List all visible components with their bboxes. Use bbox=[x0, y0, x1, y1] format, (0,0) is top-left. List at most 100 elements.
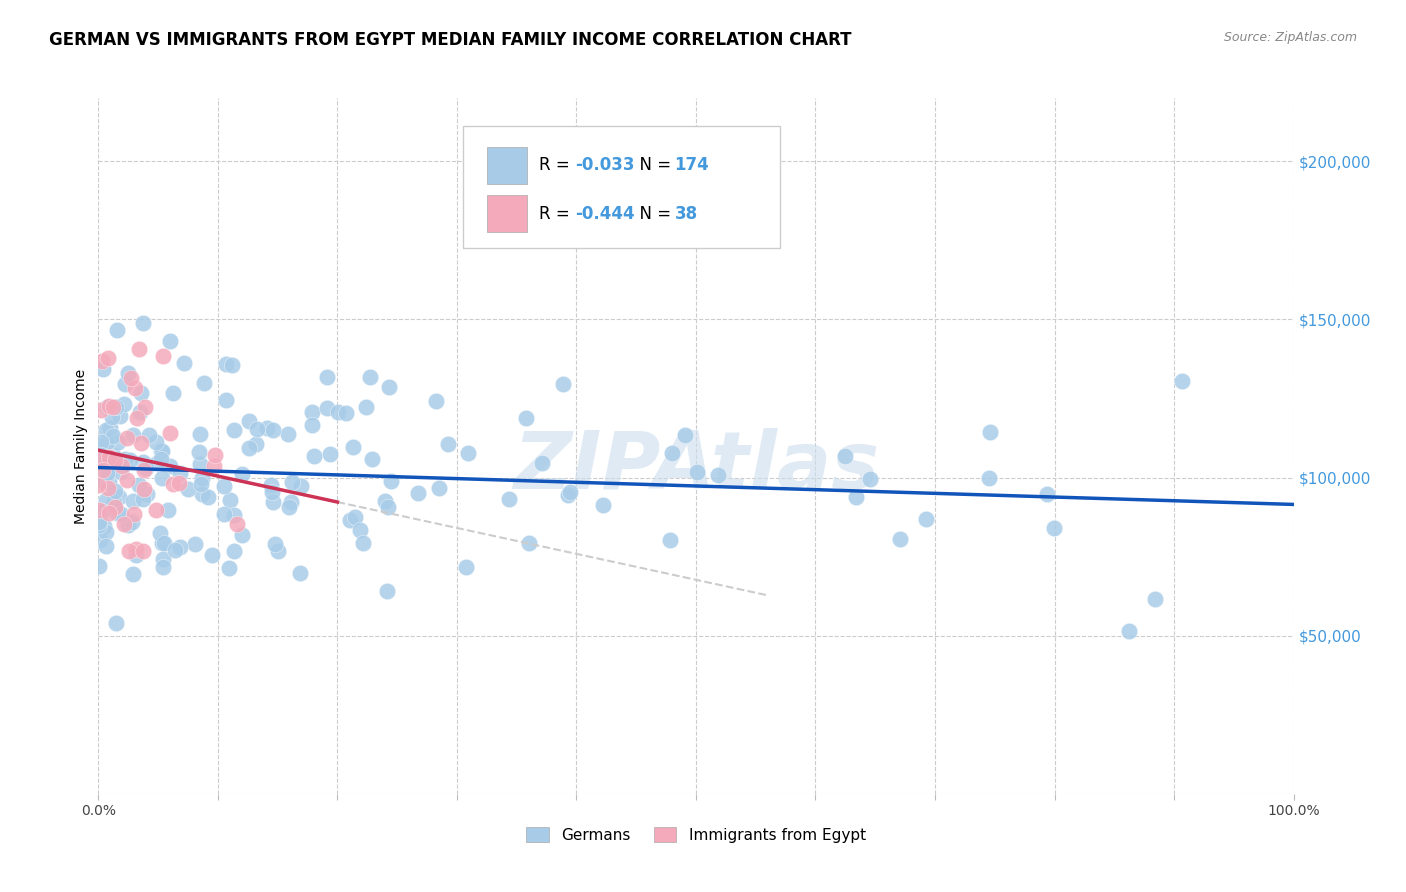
Point bbox=[101, 409, 124, 424]
Point bbox=[377, 500, 399, 515]
Point bbox=[97, 475, 120, 490]
Point bbox=[112, 396, 135, 410]
Point bbox=[225, 517, 247, 532]
Point bbox=[104, 483, 127, 498]
Point bbox=[202, 458, 225, 473]
Text: R =: R = bbox=[540, 205, 575, 223]
Point bbox=[132, 544, 155, 558]
Point bbox=[96, 434, 118, 449]
Point bbox=[117, 518, 139, 533]
Point bbox=[263, 537, 285, 551]
Text: ZIPAtlas: ZIPAtlas bbox=[513, 428, 879, 506]
Text: GERMAN VS IMMIGRANTS FROM EGYPT MEDIAN FAMILY INCOME CORRELATION CHART: GERMAN VS IMMIGRANTS FROM EGYPT MEDIAN F… bbox=[49, 31, 852, 49]
Point bbox=[256, 421, 278, 435]
Point bbox=[91, 503, 114, 517]
Point bbox=[354, 400, 377, 414]
Point bbox=[110, 507, 132, 521]
Point bbox=[191, 487, 214, 501]
Point bbox=[150, 471, 173, 485]
Point bbox=[98, 421, 121, 435]
Point bbox=[87, 502, 110, 516]
Point bbox=[374, 494, 396, 508]
Point bbox=[290, 479, 312, 493]
Point bbox=[1170, 374, 1192, 388]
Point bbox=[498, 491, 520, 506]
FancyBboxPatch shape bbox=[463, 126, 780, 248]
Point bbox=[301, 405, 323, 419]
Point bbox=[1143, 591, 1166, 606]
Point bbox=[107, 435, 129, 450]
Point bbox=[190, 477, 212, 491]
Point bbox=[686, 466, 709, 480]
Point bbox=[335, 406, 357, 420]
Point bbox=[246, 422, 269, 436]
Point bbox=[437, 436, 460, 450]
Point bbox=[132, 482, 155, 496]
Point bbox=[146, 456, 169, 470]
Point bbox=[101, 428, 124, 442]
Point bbox=[112, 517, 135, 532]
Point bbox=[149, 452, 172, 467]
Point bbox=[135, 461, 157, 475]
Point bbox=[121, 493, 143, 508]
Point bbox=[104, 400, 127, 414]
Point bbox=[316, 370, 339, 384]
Point bbox=[122, 427, 145, 442]
Point bbox=[111, 458, 134, 473]
Point bbox=[224, 423, 246, 437]
Point bbox=[260, 478, 283, 492]
Point bbox=[245, 437, 267, 451]
Point bbox=[551, 376, 574, 391]
Point bbox=[152, 551, 174, 566]
Point bbox=[108, 490, 131, 504]
Text: 38: 38 bbox=[675, 205, 697, 223]
Point bbox=[132, 316, 155, 330]
Point bbox=[204, 448, 226, 462]
Point bbox=[889, 533, 911, 547]
Point bbox=[159, 458, 181, 473]
Point bbox=[108, 409, 131, 424]
Point bbox=[834, 449, 856, 463]
Point bbox=[359, 370, 381, 384]
Point bbox=[406, 486, 429, 500]
Point bbox=[326, 405, 349, 419]
Point bbox=[104, 500, 127, 515]
Point bbox=[342, 440, 364, 454]
Point bbox=[319, 447, 342, 461]
Point bbox=[97, 351, 120, 365]
Point bbox=[98, 450, 121, 465]
Point bbox=[979, 425, 1001, 439]
Point bbox=[97, 450, 120, 464]
Point bbox=[352, 536, 374, 550]
Point bbox=[977, 471, 1000, 485]
Point bbox=[128, 342, 150, 356]
Point bbox=[304, 449, 326, 463]
Point bbox=[152, 559, 174, 574]
Point bbox=[165, 543, 187, 558]
Point bbox=[201, 548, 224, 562]
Point bbox=[214, 479, 236, 493]
Point bbox=[110, 465, 132, 479]
Point bbox=[105, 323, 128, 337]
Point bbox=[159, 426, 181, 441]
Point bbox=[114, 452, 136, 467]
Point bbox=[378, 380, 401, 394]
Point bbox=[188, 457, 211, 471]
Point bbox=[659, 533, 682, 547]
Point bbox=[152, 536, 174, 550]
Point bbox=[280, 495, 302, 509]
Point bbox=[149, 526, 172, 541]
Point bbox=[107, 507, 129, 521]
Point bbox=[97, 464, 120, 478]
Point bbox=[515, 411, 537, 425]
Point bbox=[152, 349, 174, 363]
Point bbox=[93, 518, 115, 533]
Point bbox=[222, 544, 245, 558]
Point bbox=[87, 515, 110, 529]
Point bbox=[87, 558, 110, 573]
Point bbox=[197, 490, 219, 504]
Point bbox=[316, 401, 339, 415]
Point bbox=[278, 500, 301, 514]
Point bbox=[87, 458, 110, 473]
Point bbox=[89, 517, 111, 532]
